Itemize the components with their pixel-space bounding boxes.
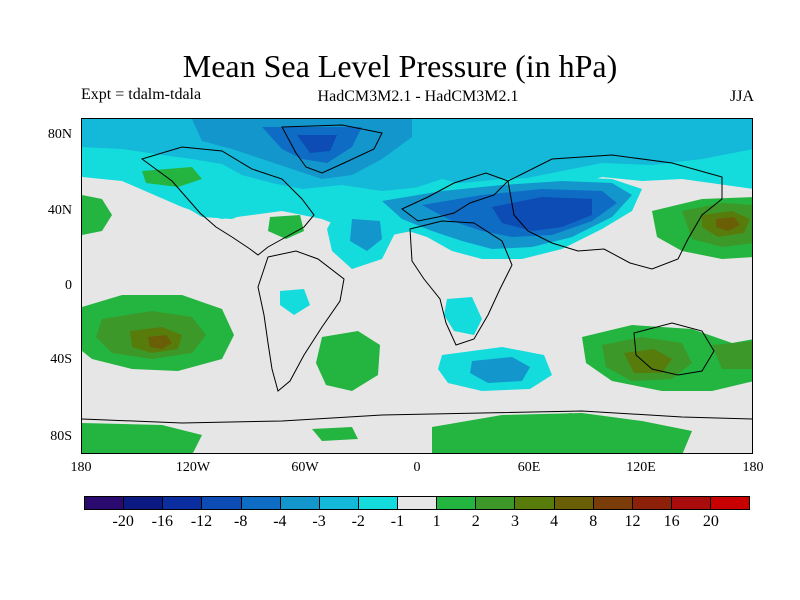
lon-tick-60e: 60E bbox=[517, 460, 541, 475]
africa-coast bbox=[409, 220, 513, 346]
lat-tick-80n: 80N bbox=[47, 127, 72, 142]
greenland-low-center bbox=[297, 135, 337, 153]
north-pacific-small-high bbox=[142, 167, 202, 187]
south-america-coast bbox=[257, 250, 345, 392]
legend-swatch-2 bbox=[163, 497, 203, 509]
legend-swatch-11 bbox=[515, 497, 555, 509]
legend-swatch-3 bbox=[202, 497, 242, 509]
europe-coast bbox=[401, 172, 509, 222]
legend-swatch-10 bbox=[476, 497, 516, 509]
legend-swatch-16 bbox=[711, 497, 750, 509]
legend-swatch-1 bbox=[124, 497, 164, 509]
legend-label-6: -2 bbox=[351, 513, 365, 530]
plot-title: Mean Sea Level Pressure (in hPa) bbox=[182, 48, 618, 84]
legend-label-11: 4 bbox=[550, 513, 559, 530]
antarctic-high-west bbox=[82, 423, 202, 453]
legend-label-5: -3 bbox=[312, 513, 326, 530]
legend-label-14: 16 bbox=[663, 513, 680, 530]
lon-tick-120w: 120W bbox=[175, 460, 211, 475]
coastlines bbox=[82, 124, 752, 424]
lon-tick-0: 0 bbox=[413, 460, 421, 475]
north-america-coast bbox=[140, 146, 315, 256]
legend-label-2: -12 bbox=[190, 513, 213, 530]
atlantic-low-patch bbox=[350, 219, 382, 251]
pressure-field-map bbox=[82, 119, 752, 453]
lat-tick-40s: 40S bbox=[50, 352, 72, 367]
legend-swatch-7 bbox=[358, 497, 398, 509]
lon-tick-120e: 120E bbox=[626, 460, 656, 475]
legend-swatch-4 bbox=[241, 497, 281, 509]
legend-label-0: -20 bbox=[112, 513, 134, 530]
lat-tick-0: 0 bbox=[65, 278, 72, 293]
australia-coast bbox=[633, 322, 715, 376]
experiment-label: Expt = tdalm-tdala bbox=[81, 86, 202, 103]
legend-label-12: 8 bbox=[589, 513, 598, 530]
map-plot-area bbox=[81, 118, 753, 454]
legend-label-15: 20 bbox=[702, 513, 719, 530]
legend-swatch-13 bbox=[593, 497, 633, 509]
lon-tick-180w: 180 bbox=[70, 460, 92, 475]
color-legend-bar bbox=[84, 496, 750, 510]
lat-tick-80s: 80S bbox=[50, 429, 72, 444]
south-atlantic-high bbox=[316, 331, 380, 391]
legend-label-9: 2 bbox=[471, 513, 480, 530]
legend-swatch-5 bbox=[280, 497, 320, 509]
south-america-cyan bbox=[280, 289, 310, 315]
lat-tick-40n: 40N bbox=[47, 203, 72, 218]
model-label: HadCM3M2.1 - HadCM3M2.1 bbox=[317, 88, 519, 105]
asia-coast bbox=[507, 154, 723, 270]
antarctica-coast bbox=[82, 410, 752, 424]
antarctic-high-east bbox=[432, 413, 692, 453]
antarctic-high-small bbox=[552, 413, 576, 425]
north-pacific-high-center bbox=[716, 217, 740, 231]
southern-africa-cyan bbox=[444, 297, 482, 335]
indian-ocean-low bbox=[470, 357, 530, 383]
legend-swatch-12 bbox=[554, 497, 594, 509]
antarctic-coast-high bbox=[312, 427, 358, 441]
west-pacific-high bbox=[82, 195, 112, 235]
lon-tick-180e: 180 bbox=[742, 460, 764, 475]
legend-label-7: -1 bbox=[390, 513, 405, 530]
eurasia-low-inner bbox=[492, 197, 592, 231]
legend-swatch-0 bbox=[85, 497, 125, 509]
caribbean-high bbox=[268, 215, 304, 239]
greenland-coast bbox=[281, 124, 383, 174]
east-australia-high bbox=[712, 341, 752, 369]
legend-label-8: 1 bbox=[432, 513, 441, 530]
legend-swatch-15 bbox=[671, 497, 711, 509]
legend-label-10: 3 bbox=[510, 513, 519, 530]
legend-swatch-6 bbox=[319, 497, 359, 509]
season-label: JJA bbox=[729, 88, 754, 105]
legend-swatch-14 bbox=[632, 497, 672, 509]
legend-label-13: 12 bbox=[624, 513, 641, 530]
legend-swatch-8 bbox=[398, 497, 438, 509]
legend-label-3: -8 bbox=[234, 513, 248, 530]
lon-tick-60w: 60W bbox=[291, 460, 319, 475]
south-pacific-high-center bbox=[148, 335, 172, 349]
west-atlantic-cyan bbox=[182, 189, 252, 219]
legend-label-1: -16 bbox=[151, 513, 173, 530]
legend-label-4: -4 bbox=[273, 513, 287, 530]
legend-swatch-9 bbox=[437, 497, 477, 509]
